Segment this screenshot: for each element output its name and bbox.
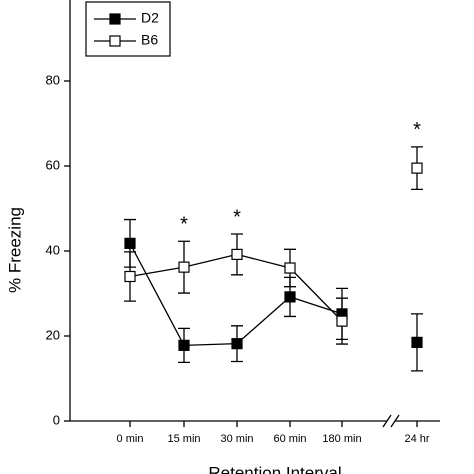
legend-label: D2 — [141, 10, 159, 26]
series-line — [129, 253, 343, 322]
y-tick-label: 80 — [46, 72, 60, 87]
y-tick-label: 100 — [38, 0, 60, 2]
y-tick-label: 20 — [46, 327, 60, 342]
x-tick-label: 180 min — [322, 433, 361, 445]
data-point — [124, 270, 136, 283]
y-axis-label: % Freezing — [5, 207, 24, 293]
data-point — [411, 162, 423, 174]
data-point — [231, 248, 243, 260]
x-tick-label: 0 min — [117, 433, 144, 445]
data-point — [124, 237, 136, 249]
x-tick-label: 30 min — [220, 433, 253, 445]
data-point — [336, 315, 348, 327]
x-tick-label: 60 min — [273, 433, 306, 445]
legend-marker — [109, 35, 121, 47]
y-tick-label: 60 — [46, 157, 60, 172]
legend-marker — [109, 13, 121, 25]
data-point — [284, 291, 296, 303]
data-point — [178, 339, 190, 351]
significance-marker: * — [233, 206, 241, 228]
data-point — [178, 261, 190, 273]
x-tick-label: 24 hr — [404, 433, 429, 445]
data-point — [284, 262, 296, 274]
significance-marker: * — [413, 119, 421, 141]
significance-marker: * — [180, 214, 188, 236]
legend-box — [85, 1, 171, 57]
data-point — [231, 338, 243, 350]
x-axis-label: Retention Interval — [208, 463, 341, 474]
legend-label: B6 — [141, 32, 158, 48]
data-point — [411, 336, 423, 348]
y-tick-label: 0 — [53, 412, 60, 427]
y-tick-label: 40 — [46, 242, 60, 257]
x-tick-label: 15 min — [167, 433, 200, 445]
